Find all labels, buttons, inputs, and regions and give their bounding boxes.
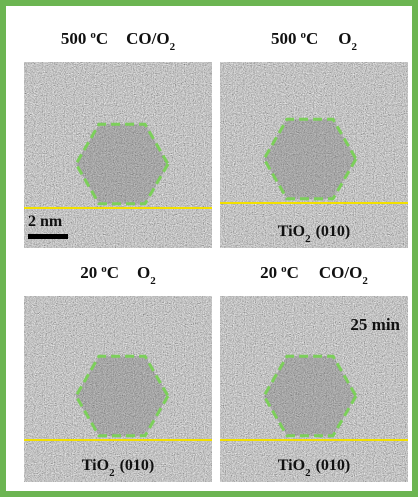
unit: C (107, 263, 119, 282)
substrate-label: TiO2 (010) (278, 457, 350, 479)
panel-title: 500 oC O2 (271, 29, 358, 53)
panel: 500 oC CO/O2 2 nm (24, 29, 212, 248)
panel-title: 500 oC CO/O2 (61, 29, 176, 53)
substrate-facet: (010) (316, 457, 351, 474)
particle-outline (74, 122, 170, 206)
degree: o (90, 29, 96, 41)
gas-subscript: 2 (150, 275, 156, 287)
temperature: 500 (271, 29, 297, 48)
gas-subscript: 2 (352, 41, 358, 53)
tem-image (220, 62, 408, 248)
gas: O (137, 263, 150, 282)
gas-subscript: 2 (362, 275, 368, 287)
substrate: TiO (82, 457, 109, 474)
substrate-facet: (010) (316, 223, 351, 240)
temperature: 500 (61, 29, 87, 48)
substrate: TiO (278, 223, 305, 240)
tem-image (24, 62, 212, 248)
substrate-label: TiO2 (010) (278, 223, 350, 245)
gas: CO/O (319, 263, 362, 282)
gas-subscript: 2 (170, 41, 176, 53)
particle-outline (74, 354, 170, 438)
temperature: 20 (80, 263, 97, 282)
substrate-label: TiO2 (010) (82, 457, 154, 479)
degree: o (300, 29, 306, 41)
gas: CO/O (126, 29, 169, 48)
substrate-subscript: 2 (305, 467, 311, 479)
substrate-facet: (010) (120, 457, 155, 474)
substrate-subscript: 2 (109, 467, 115, 479)
degree: o (281, 263, 287, 275)
tem-image (220, 296, 408, 482)
unit: C (96, 29, 108, 48)
particle-outline (262, 117, 358, 201)
scale-bar (28, 234, 68, 239)
tem-image (24, 296, 212, 482)
particle-outline (262, 354, 358, 438)
substrate-subscript: 2 (305, 233, 311, 245)
degree: o (101, 263, 107, 275)
substrate: TiO (278, 457, 305, 474)
temperature: 20 (260, 263, 277, 282)
time-label: 25 min (350, 315, 400, 334)
unit: C (306, 29, 318, 48)
panel-title: 20 oC CO/O2 (260, 263, 368, 287)
panel-title: 20 oC O2 (80, 263, 156, 287)
unit: C (287, 263, 299, 282)
gas: O (338, 29, 351, 48)
scale-bar-label: 2 nm (28, 213, 63, 230)
